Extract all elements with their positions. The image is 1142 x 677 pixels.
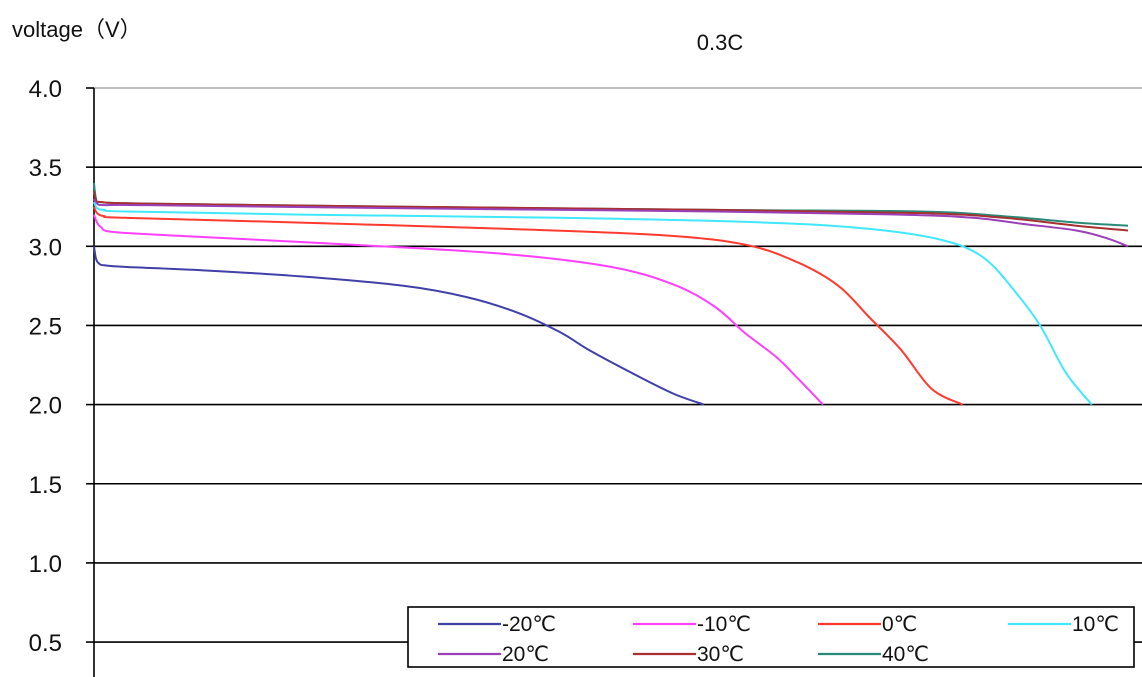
legend-entry: 30℃ bbox=[697, 643, 744, 666]
series-line-4 bbox=[93, 198, 1129, 248]
legend-entry: 20℃ bbox=[502, 643, 549, 666]
legend-entry: 40℃ bbox=[882, 643, 929, 666]
legend-entry: 10℃ bbox=[1072, 613, 1119, 636]
y-axis: 4.0 3.5 3.0 2.5 2.0 1.5 1.0 0.5 bbox=[29, 76, 95, 677]
series-line-1 bbox=[93, 214, 824, 406]
legend-entry: -10℃ bbox=[697, 613, 751, 636]
legend: -20℃ -10℃ 0℃ 10℃ 20℃ 30℃ 40℃ bbox=[407, 606, 1135, 668]
y-tick-label: 2.0 bbox=[29, 393, 62, 420]
y-tick-label: 1.0 bbox=[29, 551, 62, 578]
y-axis-label: voltage（V） bbox=[12, 17, 142, 42]
y-tick-label: 2.5 bbox=[29, 313, 62, 340]
y-tick-label: 1.5 bbox=[29, 472, 62, 499]
legend-box bbox=[407, 606, 1135, 668]
y-tick-label: 3.0 bbox=[29, 234, 62, 261]
chart-title: 0.3C bbox=[697, 30, 744, 55]
y-tick-label: 0.5 bbox=[29, 630, 62, 657]
grid-lines bbox=[94, 87, 1142, 643]
series-lines bbox=[93, 182, 1129, 406]
series-line-3 bbox=[93, 201, 1093, 406]
series-line-2 bbox=[93, 206, 964, 406]
series-line-5 bbox=[93, 190, 1129, 232]
y-tick-label: 4.0 bbox=[29, 76, 62, 103]
legend-entry: -20℃ bbox=[502, 613, 556, 636]
legend-entry: 0℃ bbox=[882, 613, 917, 636]
y-tick-label: 3.5 bbox=[29, 155, 62, 182]
series-line-0 bbox=[93, 246, 705, 406]
